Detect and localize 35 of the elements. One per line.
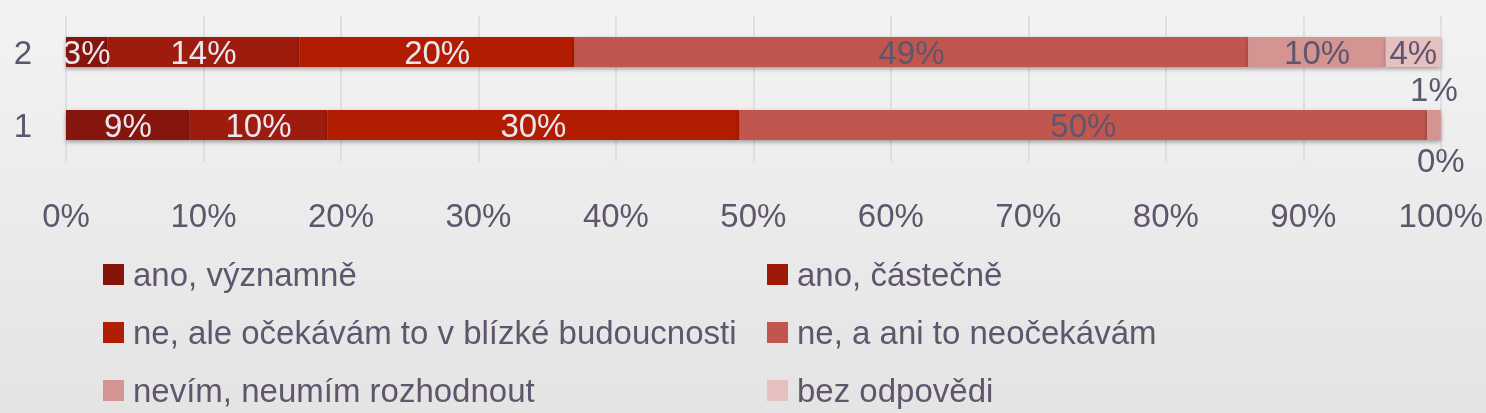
legend-label: nevím, neumím rozhodnout bbox=[133, 372, 535, 409]
data-label: 49% bbox=[878, 33, 945, 71]
x-tick-label: 100% bbox=[1398, 196, 1483, 234]
bar bbox=[327, 110, 740, 140]
x-tick-label: 80% bbox=[1132, 196, 1199, 234]
x-tick-label: 60% bbox=[857, 196, 924, 234]
x-tick-label: 70% bbox=[995, 196, 1062, 234]
data-label: 10% bbox=[225, 106, 292, 144]
data-label: 4% bbox=[1389, 33, 1438, 71]
bar bbox=[299, 37, 575, 67]
y-tick-label: 1 bbox=[13, 106, 32, 144]
bar bbox=[1427, 110, 1441, 140]
x-tick-label: 40% bbox=[582, 196, 649, 234]
legend-label: ano, částečně bbox=[797, 256, 1003, 293]
legend-label: bez odpovědi bbox=[797, 372, 994, 409]
x-tick-label: 30% bbox=[445, 196, 512, 234]
data-label: 9% bbox=[104, 106, 152, 144]
data-label: 1% bbox=[1410, 71, 1458, 108]
bar bbox=[574, 37, 1249, 67]
legend-label: ne, a ani to neočekávám bbox=[797, 314, 1157, 351]
x-tick-label: 50% bbox=[720, 196, 787, 234]
data-label: 20% bbox=[404, 33, 471, 71]
data-label: 50% bbox=[1050, 106, 1117, 144]
x-tick-label: 10% bbox=[170, 196, 237, 234]
data-label: 10% bbox=[1284, 33, 1351, 71]
legend-label: ano, významně bbox=[133, 256, 357, 293]
x-tick-label: 90% bbox=[1270, 196, 1337, 234]
x-tick-label: 0% bbox=[42, 196, 90, 234]
y-tick-label: 2 bbox=[13, 33, 32, 71]
data-label: 30% bbox=[500, 106, 567, 144]
x-tick-label: 20% bbox=[307, 196, 374, 234]
legend-label: ne, ale očekávám to v blízké budoucnosti bbox=[133, 314, 737, 351]
data-label: 14% bbox=[170, 33, 237, 71]
bar bbox=[739, 110, 1428, 140]
data-label: 0% bbox=[1416, 142, 1465, 179]
